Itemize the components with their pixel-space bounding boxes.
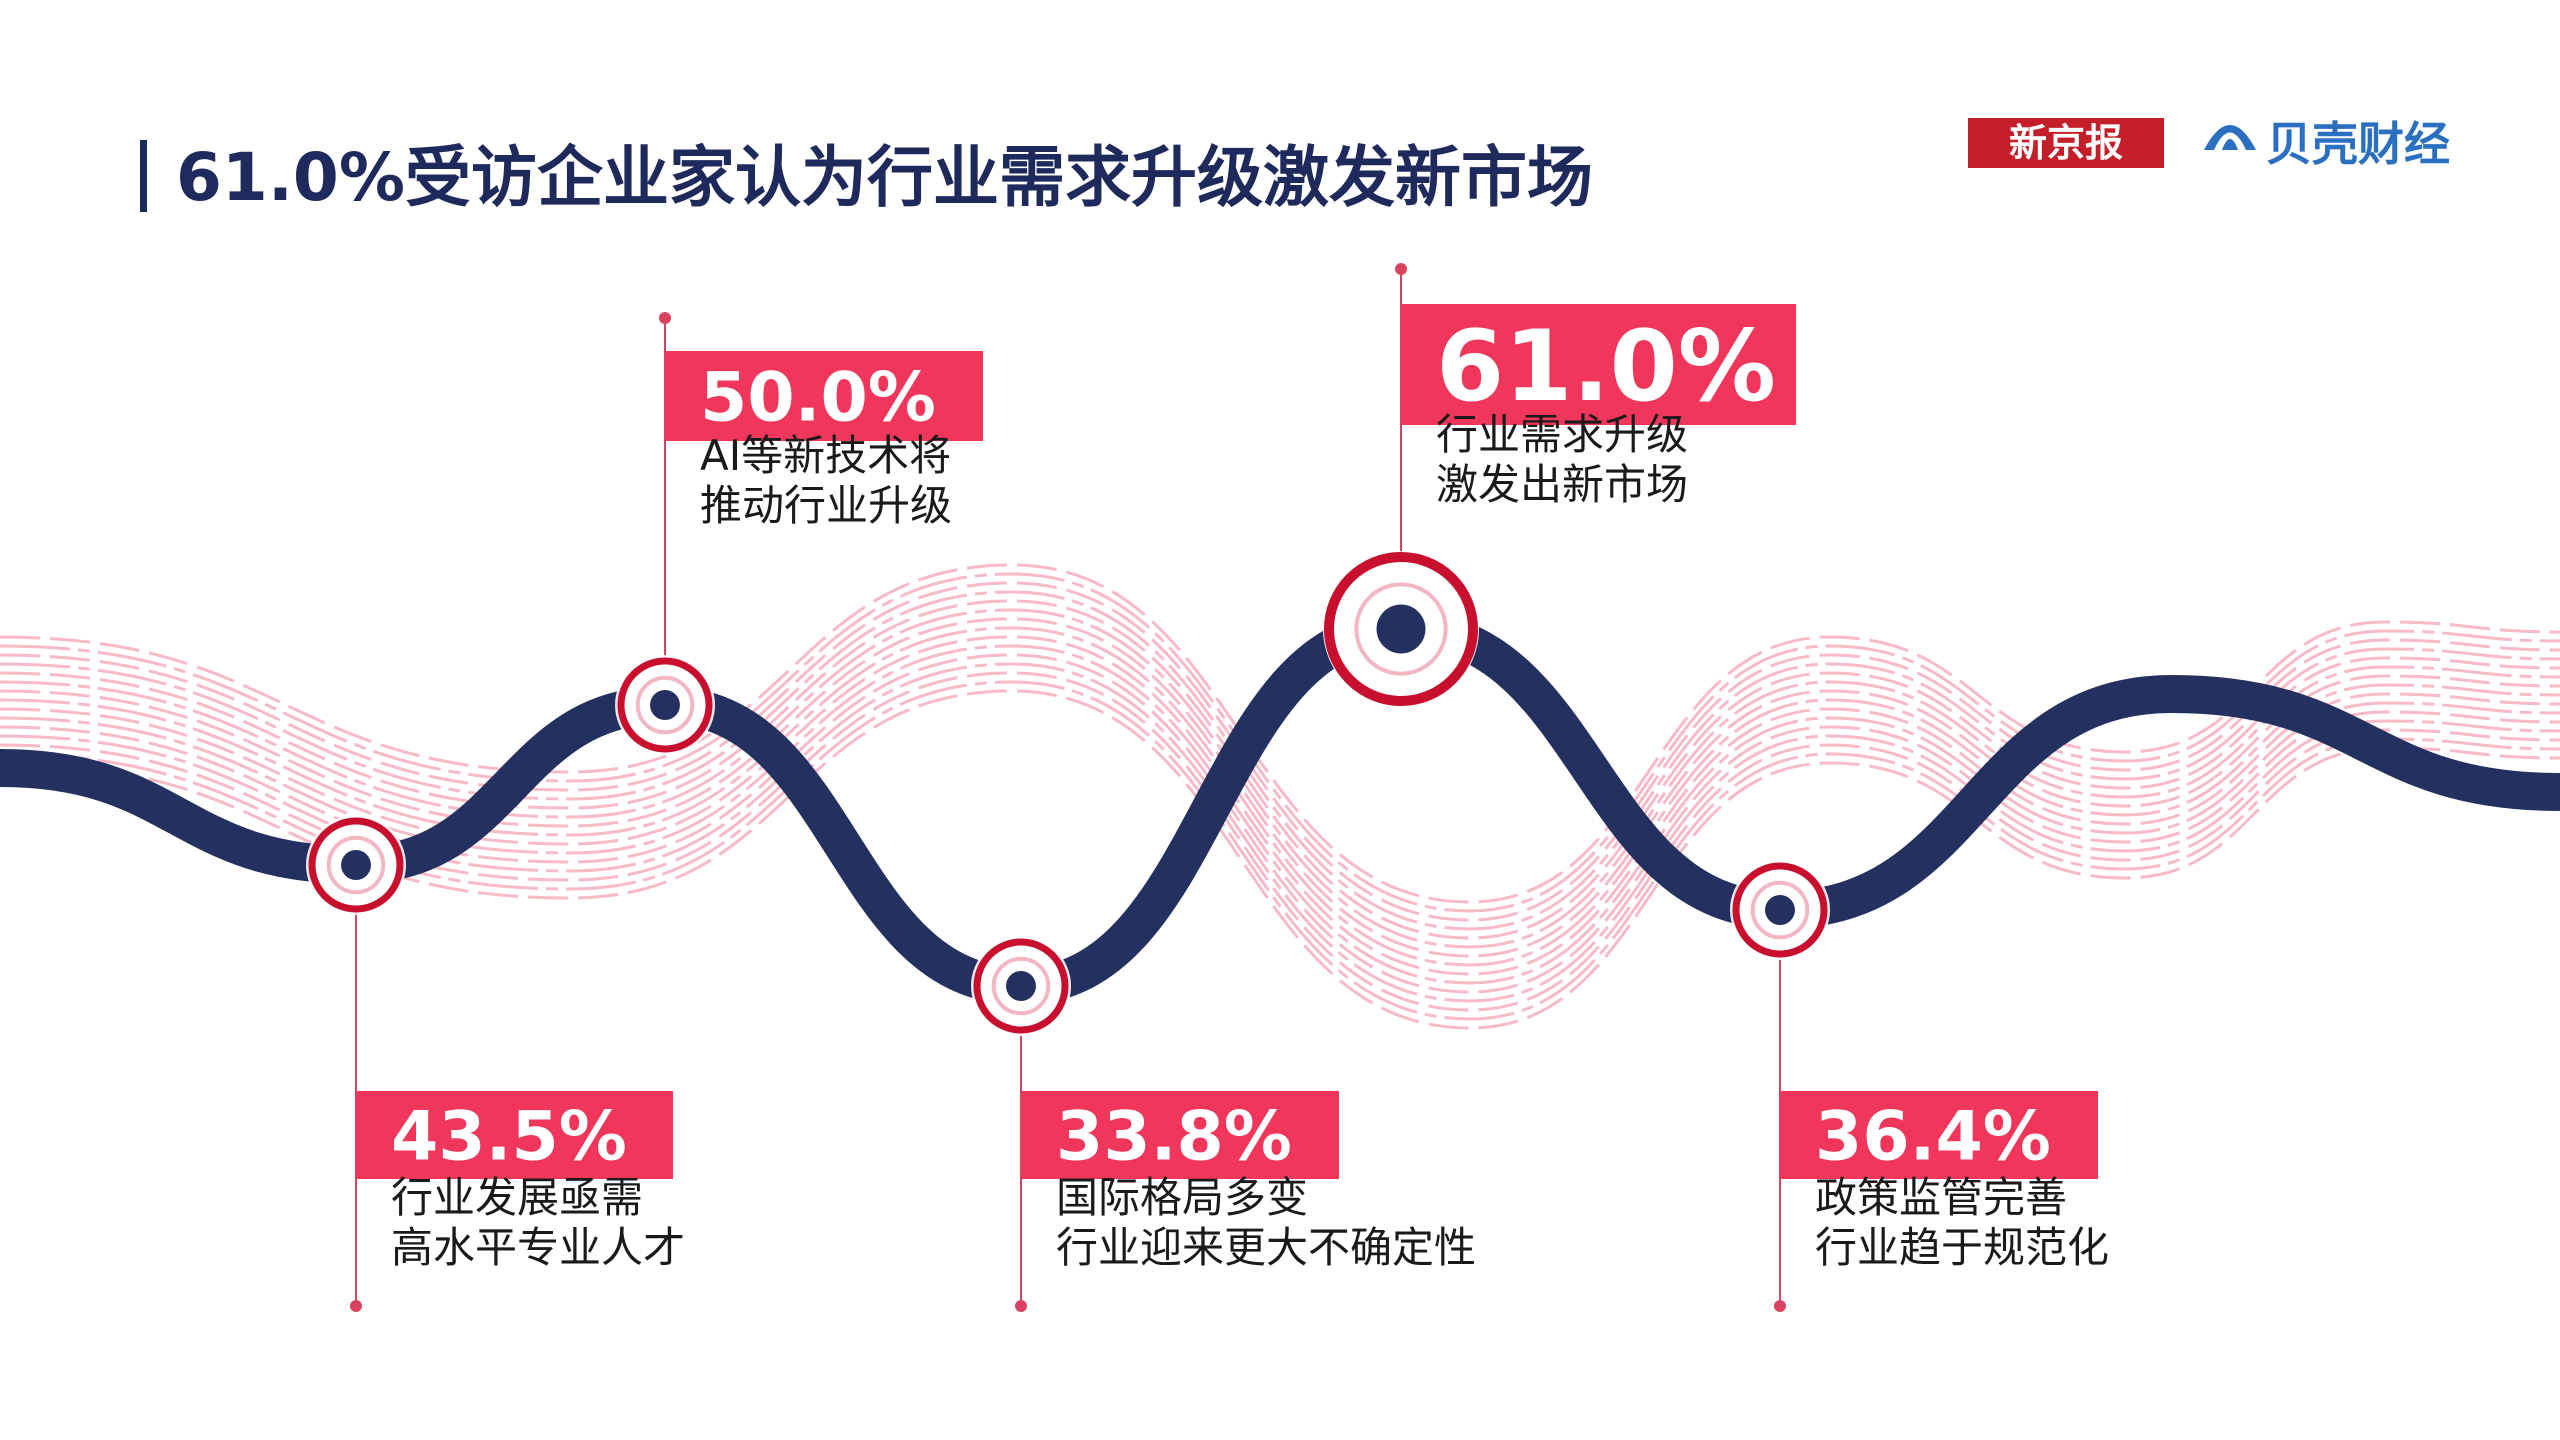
brand-left: 新京报 (2009, 120, 2123, 165)
band-line (0, 590, 2560, 931)
leader-dot (1015, 1300, 1027, 1312)
value-label: 36.4% (1815, 1097, 2051, 1176)
description: 行业需求升级 (1436, 410, 1688, 459)
leader-dot (1774, 1300, 1786, 1312)
value-box (1780, 1091, 2098, 1179)
node-dot (1006, 971, 1036, 1001)
value-box (1401, 304, 1796, 425)
band-line (0, 599, 2560, 940)
description: 行业发展亟需 (391, 1173, 643, 1222)
value-label: 33.8% (1056, 1097, 1292, 1176)
brand-left-box (1968, 118, 2164, 168)
band-line (0, 662, 2560, 1003)
brand-right: 贝壳财经 (2266, 117, 2450, 171)
band-line (0, 608, 2560, 949)
node-dot (341, 850, 371, 880)
value-box (356, 1091, 673, 1179)
description: 激发出新市场 (1436, 460, 1688, 509)
leader-dot (350, 1300, 362, 1312)
band-line (0, 644, 2560, 985)
trend-wave (0, 609, 2560, 1006)
band-line (0, 653, 2560, 994)
node-dot (1765, 895, 1795, 925)
description: AI等新技术将 (700, 431, 951, 480)
band-line (0, 689, 2560, 1030)
brand-right-logo (2204, 125, 2256, 150)
leader-dot (1395, 263, 1407, 275)
band-line (0, 626, 2560, 967)
title-bar (140, 140, 147, 212)
description: 高水平专业人才 (391, 1223, 685, 1272)
value-box (665, 351, 983, 441)
value-label: 50.0% (700, 358, 936, 437)
band-line (0, 680, 2560, 1021)
band-line (0, 581, 2560, 922)
band-line (0, 635, 2560, 976)
value-label: 61.0% (1436, 310, 1776, 424)
band-line (0, 572, 2560, 913)
node-dot (650, 690, 680, 720)
value-label: 43.5% (391, 1097, 627, 1176)
description: 政策监管完善 (1815, 1173, 2067, 1222)
description: 行业迎来更大不确定性 (1056, 1223, 1476, 1272)
description: 推动行业升级 (700, 481, 952, 530)
description: 国际格局多变 (1056, 1173, 1308, 1222)
value-box (1021, 1091, 1339, 1179)
band-line (0, 671, 2560, 1012)
description: 行业趋于规范化 (1815, 1223, 2109, 1272)
title: 61.0%受访企业家认为行业需求升级激发新市场 (176, 139, 1593, 216)
leader-dot (659, 312, 671, 324)
band-line (0, 617, 2560, 958)
node-dot (1376, 604, 1426, 654)
